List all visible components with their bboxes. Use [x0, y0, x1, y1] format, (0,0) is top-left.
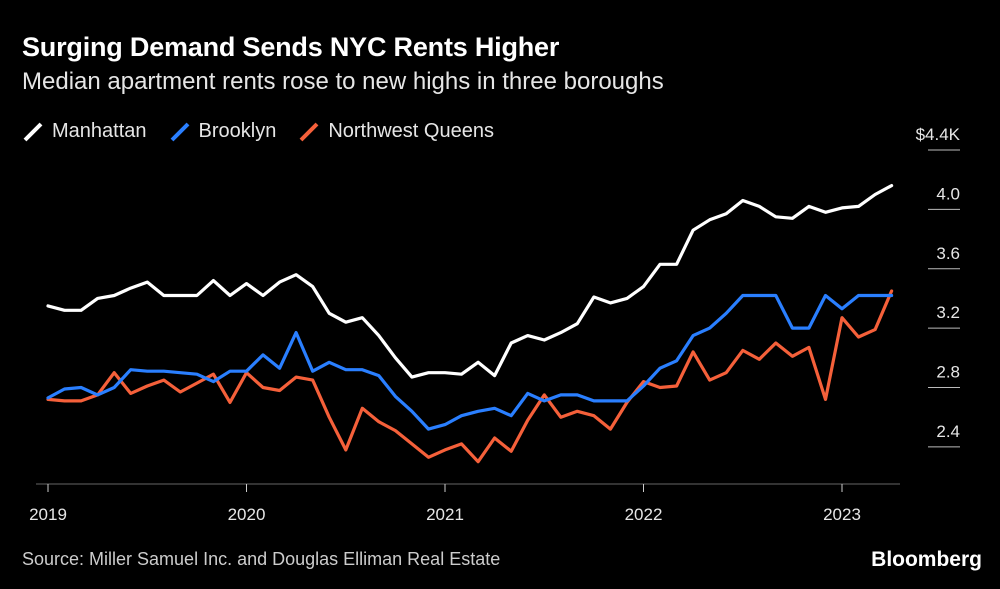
y-tick-label-2.4: 2.4	[936, 422, 960, 441]
legend-line-manhattan	[23, 122, 43, 141]
legend-item-manhattan: Manhattan	[22, 120, 147, 143]
x-tick-label-2020: 2020	[228, 505, 266, 524]
y-tick-label-3.6: 3.6	[936, 244, 960, 263]
x-tick-label-2021: 2021	[426, 505, 464, 524]
y-tick-label-4.4: $4.4K	[916, 125, 961, 144]
legend-label-northwest-queens: Northwest Queens	[328, 120, 494, 142]
legend-line-brooklyn	[170, 122, 189, 141]
legend-swatch-brooklyn	[170, 122, 189, 141]
chart-title: Surging Demand Sends NYC Rents Higher	[22, 32, 560, 62]
legend: Manhattan Brooklyn Northwest Queens	[22, 120, 494, 143]
series-line-manhattan	[46, 184, 894, 379]
chart-subtitle: Median apartment rents rose to new highs…	[22, 68, 664, 95]
x-tick-label-2019: 2019	[29, 505, 67, 524]
series-line-brooklyn	[46, 293, 894, 431]
x-tick-label-2023: 2023	[823, 505, 861, 524]
y-tick-label-3.2: 3.2	[936, 303, 960, 322]
legend-swatch-northwest-queens	[299, 122, 319, 141]
series-line-northwest-queens	[46, 289, 894, 464]
bloomberg-logo: Bloomberg	[871, 548, 982, 571]
legend-swatch-manhattan	[23, 122, 43, 141]
legend-label-brooklyn: Brooklyn	[198, 120, 277, 142]
legend-label-manhattan: Manhattan	[52, 120, 147, 142]
legend-item-brooklyn: Brooklyn	[169, 120, 277, 143]
y-axis: 2.4 2.8 3.2 3.6 4.0 $4.4K	[916, 125, 961, 448]
legend-line-northwest-queens	[299, 122, 319, 141]
legend-item-northwest-queens: Northwest Queens	[298, 120, 494, 143]
y-tick-label-2.8: 2.8	[936, 363, 960, 382]
x-axis: 2019 2020 2021 2022 2023	[29, 483, 900, 524]
y-tick-label-4: 4.0	[936, 184, 960, 203]
source-note: Source: Miller Samuel Inc. and Douglas E…	[22, 549, 501, 569]
series-layer	[46, 184, 894, 464]
x-tick-label-2022: 2022	[625, 505, 663, 524]
